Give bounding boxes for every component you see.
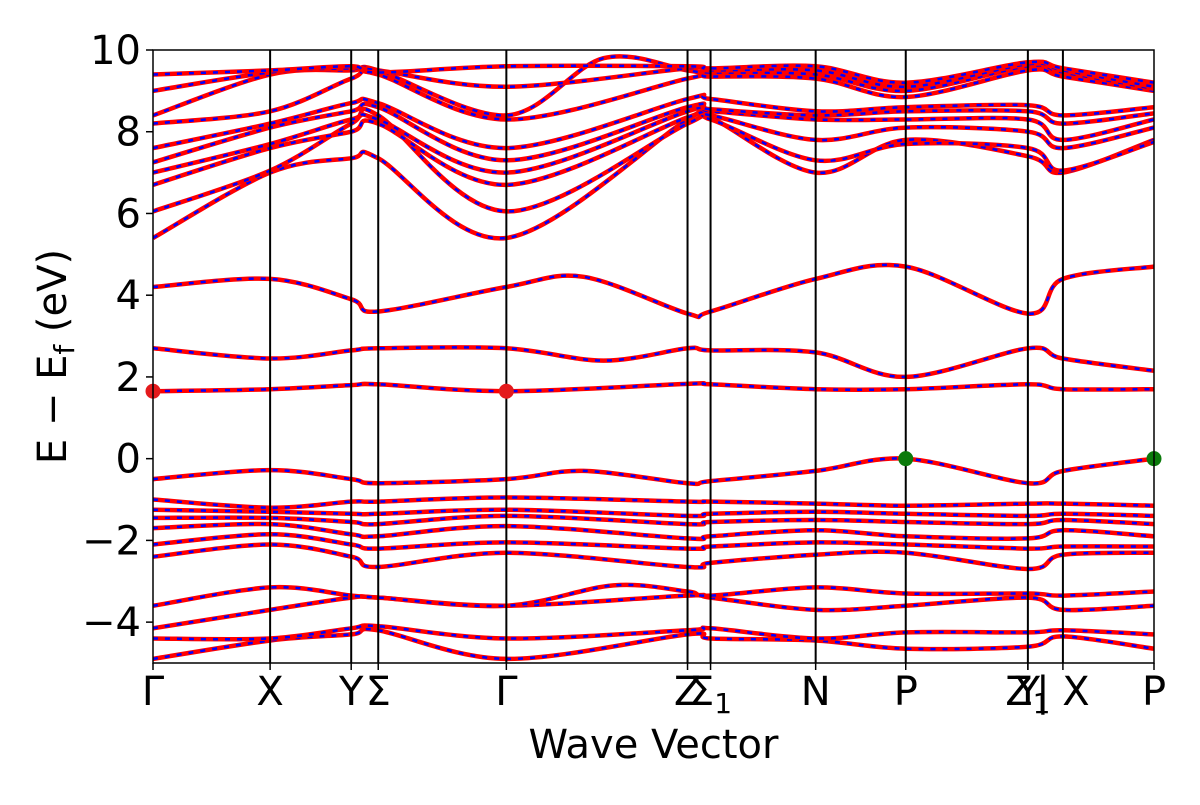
y-tick-label: 4 xyxy=(116,273,141,319)
band-line-down xyxy=(153,543,1154,571)
band-line-up xyxy=(153,105,1154,241)
y-axis-label-sub: f xyxy=(48,344,81,355)
x-tick-label: Γ xyxy=(495,669,518,715)
band-line-up xyxy=(153,262,1154,320)
y-tick-label: 0 xyxy=(116,437,141,483)
y-tick-label: 10 xyxy=(90,28,141,74)
extremum-marker xyxy=(498,383,514,399)
x-tick-label: Z1 xyxy=(1005,669,1050,720)
y-tick-label: 2 xyxy=(116,355,141,401)
x-tick-label: N xyxy=(801,669,831,715)
y-axis-label: E − Ef (eV) xyxy=(30,249,81,464)
x-tick-label: | X xyxy=(1036,669,1090,715)
extremum-marker xyxy=(898,451,914,467)
band-line-down xyxy=(153,346,1154,379)
bands-layer xyxy=(153,54,1154,662)
band-line-up xyxy=(153,456,1154,487)
x-tick-label: Γ xyxy=(142,669,165,715)
x-axis-label: Wave Vector xyxy=(529,722,780,768)
y-tick-label: 8 xyxy=(116,110,141,156)
x-tick-label: Y xyxy=(1015,669,1041,715)
band-line-up xyxy=(153,345,1154,380)
x-tick-label: Σ1 xyxy=(689,669,732,720)
y-axis-label-unit xyxy=(30,332,76,345)
band-line-down xyxy=(153,106,1154,240)
x-tick-label: Y xyxy=(338,669,364,715)
extrema-markers xyxy=(145,383,1162,467)
band-line-up xyxy=(153,592,1154,631)
plot-frame xyxy=(152,49,1155,664)
band-line-down xyxy=(153,263,1154,319)
x-tick-label: P xyxy=(1142,669,1166,715)
y-tick-label: 6 xyxy=(116,191,141,237)
band-line-down xyxy=(153,102,1154,164)
band-line-up xyxy=(153,495,1154,510)
x-tick-label: X xyxy=(256,669,283,715)
band-line-down xyxy=(153,60,1154,84)
y-axis-ticks: −4 −2 0 2 4 6 8 10 xyxy=(82,28,153,646)
x-tick-label: Σ xyxy=(366,669,391,715)
x-tick-label: P xyxy=(894,669,918,715)
y-axis-label-units: (eV) xyxy=(30,249,76,332)
y-axis-label-main: E − E xyxy=(30,355,76,465)
x-tick-label: Z xyxy=(674,669,701,715)
kpoint-separators xyxy=(269,50,1064,663)
y-tick-label: −4 xyxy=(82,600,141,646)
y-tick-label: −2 xyxy=(82,518,141,564)
